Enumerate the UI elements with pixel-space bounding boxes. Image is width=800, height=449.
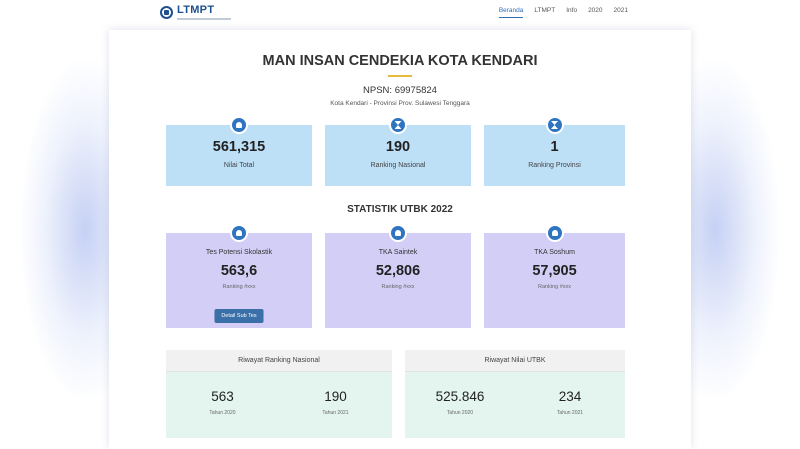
nilai-total-value: 561,315 [212, 139, 266, 155]
tka-saintek-ranking: Ranking #xxx [381, 284, 415, 290]
riwayat-nilai-year-2020: Tahun 2020 [446, 410, 474, 416]
tps-ranking: Ranking #xxx [222, 284, 256, 290]
hourglass-icon [389, 116, 407, 134]
riwayat-ranking-panel: Riwayat Ranking Nasional 563 Tahun 2020 … [166, 350, 392, 438]
riwayat-nilai-year-2021: Tahun 2021 [556, 410, 584, 416]
tps-value: 563,6 [220, 263, 258, 279]
school-stats-card: MAN INSAN CENDEKIA KOTA KENDARI NPSN: 69… [109, 30, 691, 449]
riwayat-ranking-year-2021: Tahun 2021 [322, 410, 349, 416]
riwayat-ranking-title: Riwayat Ranking Nasional [166, 350, 392, 372]
ranking-provinsi-value: 1 [550, 139, 559, 155]
tka-saintek-value: 52,806 [375, 263, 421, 279]
user-icon [389, 224, 407, 242]
nilai-total-card: 561,315 Nilai Total [166, 116, 312, 186]
riwayat-nilai-title: Riwayat Nilai UTBK [405, 350, 625, 372]
location-text: Kota Kendari - Provinsi Prov. Sulawesi T… [330, 100, 470, 107]
ranking-nasional-card: 190 Ranking Nasional [325, 116, 471, 186]
ranking-provinsi-label: Ranking Provinsi [528, 162, 581, 169]
logo-subtitle-line [177, 18, 231, 20]
riwayat-nilai-value-2020: 525.846 [435, 389, 485, 404]
hourglass-icon [545, 116, 564, 134]
user-icon [230, 116, 248, 134]
title-underline [388, 75, 412, 77]
riwayat-ranking-value-2021: 190 [324, 389, 347, 404]
riwayat-ranking-year-2020: Tahun 2020 [209, 410, 236, 416]
tps-card: Tes Potensi Skolastik 563,6 Ranking #xxx… [166, 224, 312, 328]
nav-link-ltmpt[interactable]: LTMPT [534, 7, 556, 14]
nav-links: Beranda LTMPT Info 2020 2021 [498, 7, 628, 18]
user-icon [545, 224, 564, 242]
ltmpt-logo[interactable]: LTMPT [160, 5, 231, 20]
ranking-nasional-label: Ranking Nasional [370, 162, 426, 169]
nav-link-2021[interactable]: 2021 [613, 7, 628, 14]
logo-title: LTMPT [177, 4, 215, 16]
riwayat-nilai-panel: Riwayat Nilai UTBK 525.846 Tahun 2020 23… [405, 350, 625, 438]
detail-sub-tes-button[interactable]: Detail Sub Tes [214, 309, 264, 323]
nilai-total-label: Nilai Total [223, 162, 255, 169]
ltmpt-logo-icon [160, 6, 173, 19]
npsn-text: NPSN: 69975824 [363, 85, 437, 96]
tka-soshum-ranking: Ranking #xxx [537, 284, 572, 290]
tka-saintek-title: TKA Saintek [378, 249, 418, 256]
riwayat-ranking-value-2020: 563 [211, 389, 234, 404]
user-icon [230, 224, 248, 242]
tka-saintek-card: TKA Saintek 52,806 Ranking #xxx [325, 224, 471, 328]
nav-link-info[interactable]: Info [566, 7, 578, 14]
riwayat-nilai-value-2021: 234 [558, 389, 582, 404]
tka-soshum-value: 57,905 [532, 263, 577, 279]
utbk-section-title: STATISTIK UTBK 2022 [347, 204, 453, 215]
tka-soshum-card: TKA Soshum 57,905 Ranking #xxx [484, 224, 625, 328]
ranking-nasional-value: 190 [385, 139, 411, 155]
ranking-provinsi-card: 1 Ranking Provinsi [484, 116, 625, 186]
top-navbar: LTMPT Beranda LTMPT Info 2020 2021 [0, 0, 800, 26]
nav-link-2020[interactable]: 2020 [588, 7, 603, 14]
tka-soshum-title: TKA Soshum [534, 249, 575, 256]
page-title: MAN INSAN CENDEKIA KOTA KENDARI [262, 53, 538, 69]
nav-link-beranda[interactable]: Beranda [498, 7, 524, 18]
tps-title: Tes Potensi Skolastik [205, 249, 273, 256]
